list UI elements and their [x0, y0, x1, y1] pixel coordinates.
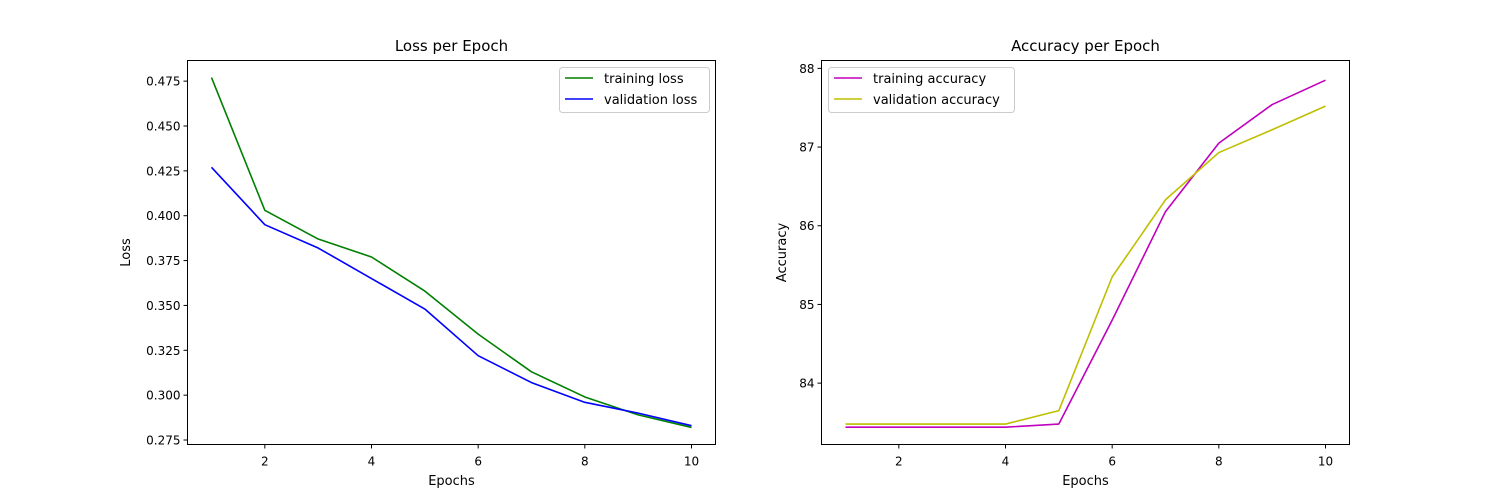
accuracy-chart-legend: training accuracy validation accuracy — [828, 67, 1015, 113]
loss-chart: Loss per Epoch 2 4 6 8 10 0.275 0.300 0.325 0.35… — [119, 37, 716, 489]
loss-chart-xlabel: Epochs — [428, 474, 475, 489]
loss-chart-ytick-label: 0.400 — [146, 209, 180, 223]
loss-chart-legend-label-validation: validation loss — [604, 93, 697, 108]
accuracy-chart-xtick-label: 10 — [1318, 455, 1333, 469]
loss-chart-ticks: 2 4 6 8 10 0.275 0.300 0.325 0.350 0.375 0.400 0.42… — [146, 75, 699, 469]
loss-chart-xtick-label: 4 — [368, 455, 376, 469]
accuracy-chart-series-line-training — [845, 79, 1326, 428]
accuracy-chart-legend-label-validation: validation accuracy — [873, 93, 1000, 108]
accuracy-chart-title: Accuracy per Epoch — [1011, 37, 1160, 55]
loss-chart-legend: training loss validation loss — [559, 67, 710, 113]
accuracy-chart-series-line-validation — [845, 105, 1326, 425]
accuracy-chart-ytick-label: 85 — [799, 298, 814, 312]
accuracy-chart-xtick-label: 2 — [895, 455, 903, 469]
loss-chart-ytick-label: 0.425 — [146, 164, 180, 178]
loss-chart-legend-label-training: training loss — [604, 72, 684, 87]
accuracy-chart-legend-label-training: training accuracy — [873, 72, 986, 87]
loss-chart-series — [210, 77, 692, 429]
loss-chart-ylabel: Loss — [119, 238, 134, 267]
accuracy-chart-ylabel: Accuracy — [775, 223, 790, 283]
loss-chart-title: Loss per Epoch — [395, 37, 508, 55]
accuracy-chart-series — [845, 79, 1326, 428]
loss-chart-xtick-label: 2 — [261, 455, 269, 469]
loss-chart-xtick-label: 6 — [474, 455, 482, 469]
accuracy-chart-legend-box — [828, 67, 1015, 113]
loss-chart-ytick-label: 0.275 — [146, 434, 180, 448]
accuracy-chart: Accuracy per Epoch 2 4 6 8 10 84 85 86 87 88 Epoc… — [775, 37, 1350, 489]
accuracy-chart-ticks: 2 4 6 8 10 84 85 86 87 88 — [799, 62, 1333, 469]
accuracy-chart-xtick-label: 4 — [1002, 455, 1010, 469]
accuracy-chart-ytick-label: 88 — [799, 62, 814, 76]
loss-chart-ytick-label: 0.350 — [146, 299, 180, 313]
loss-chart-xtick-label: 10 — [684, 455, 699, 469]
loss-chart-legend-box — [559, 67, 710, 113]
loss-chart-series-line-validation — [210, 166, 692, 427]
loss-chart-series-line-training — [210, 77, 692, 429]
loss-chart-ytick-label: 0.300 — [146, 389, 180, 403]
accuracy-chart-ytick-label: 86 — [799, 219, 814, 233]
loss-chart-xtick-label: 8 — [581, 455, 589, 469]
accuracy-chart-ytick-label: 84 — [799, 377, 814, 391]
loss-chart-ytick-label: 0.325 — [146, 344, 180, 358]
loss-chart-plot-frame — [187, 60, 716, 445]
accuracy-chart-xlabel: Epochs — [1062, 474, 1109, 489]
accuracy-chart-ytick-label: 87 — [799, 141, 814, 155]
accuracy-chart-xtick-label: 8 — [1215, 455, 1223, 469]
accuracy-chart-xtick-label: 6 — [1108, 455, 1116, 469]
loss-chart-ytick-label: 0.450 — [146, 119, 180, 133]
accuracy-chart-plot-frame — [821, 60, 1350, 445]
loss-chart-ytick-label: 0.475 — [146, 75, 180, 89]
loss-chart-ytick-label: 0.375 — [146, 254, 180, 268]
